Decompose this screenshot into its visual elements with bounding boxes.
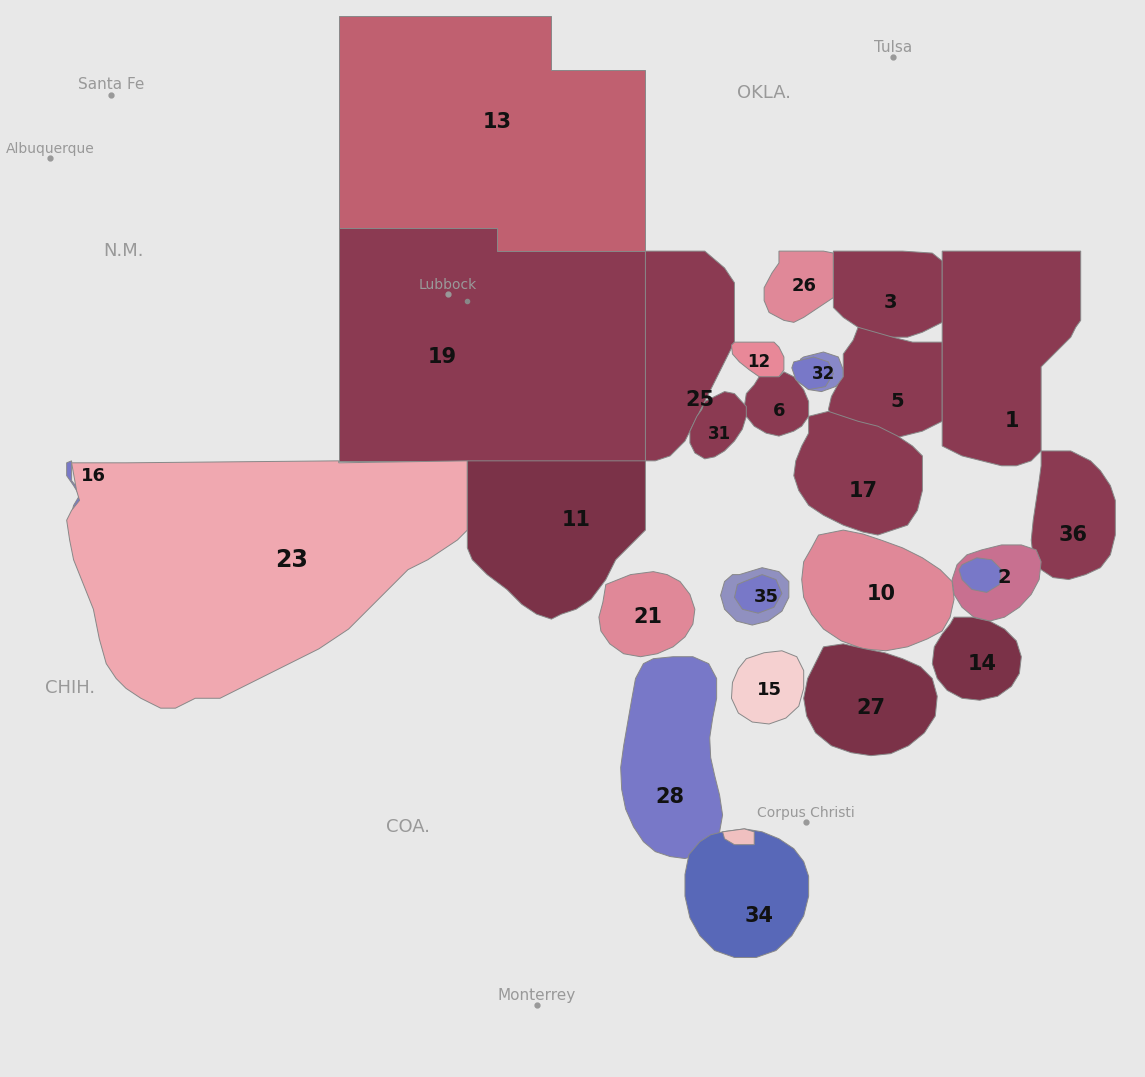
Polygon shape xyxy=(690,392,747,459)
Text: 28: 28 xyxy=(656,787,685,807)
Text: COA.: COA. xyxy=(386,817,431,836)
Polygon shape xyxy=(66,461,467,709)
Polygon shape xyxy=(722,829,755,844)
Text: N.M.: N.M. xyxy=(103,242,143,261)
Polygon shape xyxy=(834,251,942,337)
Polygon shape xyxy=(953,545,1041,621)
Text: 16: 16 xyxy=(81,466,105,485)
Text: 23: 23 xyxy=(275,548,308,572)
Polygon shape xyxy=(621,657,722,858)
Polygon shape xyxy=(829,327,942,442)
Text: 1: 1 xyxy=(1004,411,1019,431)
Text: 11: 11 xyxy=(562,510,591,530)
Polygon shape xyxy=(13,5,1145,1072)
Polygon shape xyxy=(804,644,938,756)
Text: 31: 31 xyxy=(708,425,732,443)
Polygon shape xyxy=(66,461,87,520)
Polygon shape xyxy=(467,461,646,619)
Text: 26: 26 xyxy=(791,277,816,295)
Text: 6: 6 xyxy=(773,403,785,420)
Text: OKLA.: OKLA. xyxy=(737,84,791,102)
Text: 13: 13 xyxy=(482,112,512,132)
Polygon shape xyxy=(764,251,834,322)
Polygon shape xyxy=(732,342,784,380)
Polygon shape xyxy=(685,829,808,957)
Text: Albuquerque: Albuquerque xyxy=(6,142,94,156)
Text: 27: 27 xyxy=(856,698,885,718)
Polygon shape xyxy=(802,530,954,651)
Polygon shape xyxy=(339,228,646,461)
Polygon shape xyxy=(792,356,834,390)
Polygon shape xyxy=(720,568,789,625)
Text: Santa Fe: Santa Fe xyxy=(78,78,144,93)
Text: 14: 14 xyxy=(968,654,996,673)
Text: 2: 2 xyxy=(997,568,1011,587)
Text: 25: 25 xyxy=(685,390,714,409)
Polygon shape xyxy=(744,372,808,436)
Text: 3: 3 xyxy=(884,293,898,312)
Polygon shape xyxy=(960,558,1002,592)
Polygon shape xyxy=(797,352,843,392)
Text: 32: 32 xyxy=(812,365,835,382)
Text: Lubbock: Lubbock xyxy=(418,278,476,292)
Text: CHIH.: CHIH. xyxy=(45,680,95,698)
Polygon shape xyxy=(793,411,923,535)
Polygon shape xyxy=(646,251,734,461)
Text: 17: 17 xyxy=(848,480,877,501)
Text: 10: 10 xyxy=(867,585,895,604)
Polygon shape xyxy=(734,575,782,613)
Text: 36: 36 xyxy=(1058,524,1088,545)
Polygon shape xyxy=(942,251,1081,465)
Text: Tulsa: Tulsa xyxy=(874,40,911,55)
Polygon shape xyxy=(732,651,804,724)
Polygon shape xyxy=(1032,451,1115,579)
Text: Corpus Christi: Corpus Christi xyxy=(757,806,854,820)
Text: 21: 21 xyxy=(634,607,663,627)
Text: 12: 12 xyxy=(748,353,771,370)
Text: 5: 5 xyxy=(891,392,905,411)
Text: 34: 34 xyxy=(744,906,774,926)
Polygon shape xyxy=(599,572,695,657)
Text: 35: 35 xyxy=(753,588,779,606)
Text: Monterrey: Monterrey xyxy=(497,988,576,1003)
Text: 19: 19 xyxy=(428,347,457,367)
Text: 15: 15 xyxy=(757,682,782,699)
Polygon shape xyxy=(932,617,1021,700)
Polygon shape xyxy=(339,16,646,251)
